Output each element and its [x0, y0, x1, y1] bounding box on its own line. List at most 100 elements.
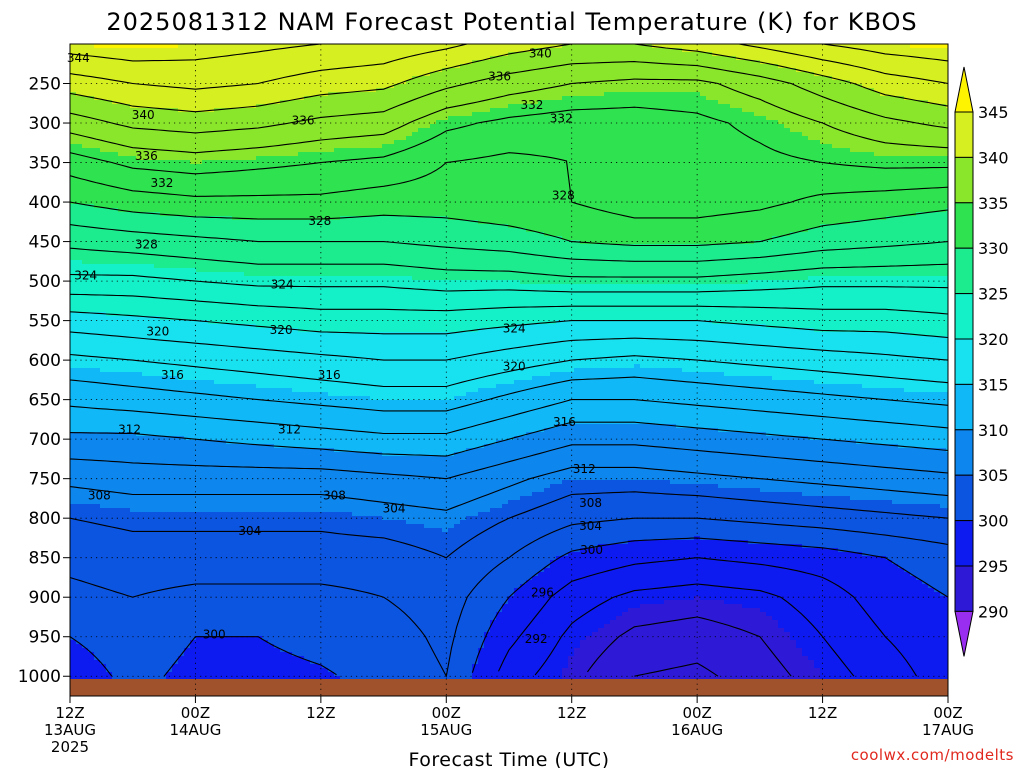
heatmap-cell [904, 116, 911, 121]
heatmap-cell [268, 56, 275, 61]
heatmap-cell [196, 172, 203, 177]
heatmap-cell [526, 172, 533, 177]
heatmap-cell [592, 104, 599, 109]
heatmap-cell [802, 148, 809, 153]
heatmap-cell [544, 140, 551, 145]
heatmap-cell [664, 168, 671, 173]
heatmap-cell [946, 116, 953, 121]
heatmap-cell [562, 56, 569, 61]
heatmap-cell [184, 136, 191, 141]
heatmap-cell [298, 128, 305, 133]
heatmap-cell [700, 172, 707, 177]
heatmap-cell [316, 72, 323, 77]
heatmap-cell [766, 88, 773, 93]
heatmap-cell [580, 64, 587, 69]
heatmap-cell [256, 140, 263, 145]
heatmap-cell [442, 44, 449, 49]
heatmap-cell [760, 164, 767, 169]
heatmap-cell [388, 116, 395, 121]
heatmap-cell [712, 124, 719, 129]
heatmap-cell [328, 84, 335, 89]
heatmap-cell [826, 104, 833, 109]
heatmap-cell [166, 52, 173, 57]
heatmap-cell [670, 52, 677, 57]
heatmap-cell [826, 128, 833, 133]
heatmap-cell [220, 112, 227, 117]
heatmap-cell [412, 164, 419, 169]
heatmap-cell [280, 60, 287, 65]
heatmap-cell [124, 64, 131, 69]
heatmap-cell [316, 144, 323, 149]
heatmap-cell [778, 96, 785, 101]
heatmap-cell [904, 104, 911, 109]
heatmap-cell [610, 168, 617, 173]
heatmap-cell [556, 96, 563, 101]
heatmap-cell [724, 48, 731, 53]
heatmap-cell [532, 84, 539, 89]
heatmap-cell [118, 84, 125, 89]
heatmap-cell [322, 104, 329, 109]
heatmap-cell [916, 168, 923, 173]
heatmap-cell [334, 44, 341, 49]
heatmap-cell [550, 164, 557, 169]
heatmap-cell [616, 132, 623, 137]
heatmap-cell [370, 68, 377, 73]
heatmap-cell [238, 136, 245, 141]
heatmap-cell [502, 60, 509, 65]
heatmap-cell [844, 140, 851, 145]
heatmap-cell [136, 88, 143, 93]
heatmap-cell [94, 48, 101, 53]
heatmap-cell [634, 64, 641, 69]
heatmap-cell [568, 172, 575, 177]
heatmap-cell [190, 52, 197, 57]
heatmap-cell [328, 124, 335, 129]
heatmap-cell [802, 112, 809, 117]
heatmap-cell [100, 128, 107, 133]
heatmap-cell [124, 116, 131, 121]
heatmap-cell [322, 148, 329, 153]
heatmap-cell [946, 96, 953, 101]
heatmap-cell [754, 112, 761, 117]
heatmap-cell [502, 124, 509, 129]
heatmap-cell [916, 152, 923, 157]
heatmap-cell [844, 52, 851, 57]
heatmap-cell [928, 52, 935, 57]
heatmap-cell [472, 164, 479, 169]
heatmap-cell [634, 124, 641, 129]
heatmap-cell [688, 124, 695, 129]
heatmap-cell [646, 80, 653, 85]
heatmap-cell [934, 156, 941, 161]
heatmap-cell [730, 136, 737, 141]
heatmap-cell [766, 108, 773, 113]
heatmap-cell [772, 108, 779, 113]
heatmap-cell [178, 164, 185, 169]
heatmap-cell [574, 96, 581, 101]
heatmap-cell [796, 104, 803, 109]
heatmap-cell [622, 48, 629, 53]
heatmap-cell [292, 48, 299, 53]
heatmap-cell [664, 112, 671, 117]
heatmap-cell [172, 136, 179, 141]
heatmap-cell [160, 48, 167, 53]
heatmap-cell [412, 108, 419, 113]
heatmap-cell [148, 144, 155, 149]
heatmap-cell [430, 124, 437, 129]
heatmap-cell [784, 56, 791, 61]
heatmap-cell [238, 112, 245, 117]
heatmap-cell [352, 60, 359, 65]
heatmap-cell [940, 156, 947, 161]
heatmap-cell [580, 92, 587, 97]
heatmap-cell [868, 84, 875, 89]
heatmap-cell [70, 116, 77, 121]
heatmap-cell [934, 120, 941, 125]
heatmap-cell [142, 172, 149, 177]
heatmap-cell [490, 108, 497, 113]
heatmap-cell [436, 100, 443, 105]
heatmap-cell [796, 72, 803, 77]
heatmap-cell [880, 76, 887, 81]
heatmap-cell [940, 132, 947, 137]
heatmap-cell [844, 84, 851, 89]
heatmap-cell [526, 176, 533, 181]
heatmap-cell [436, 116, 443, 121]
heatmap-cell [682, 88, 689, 93]
